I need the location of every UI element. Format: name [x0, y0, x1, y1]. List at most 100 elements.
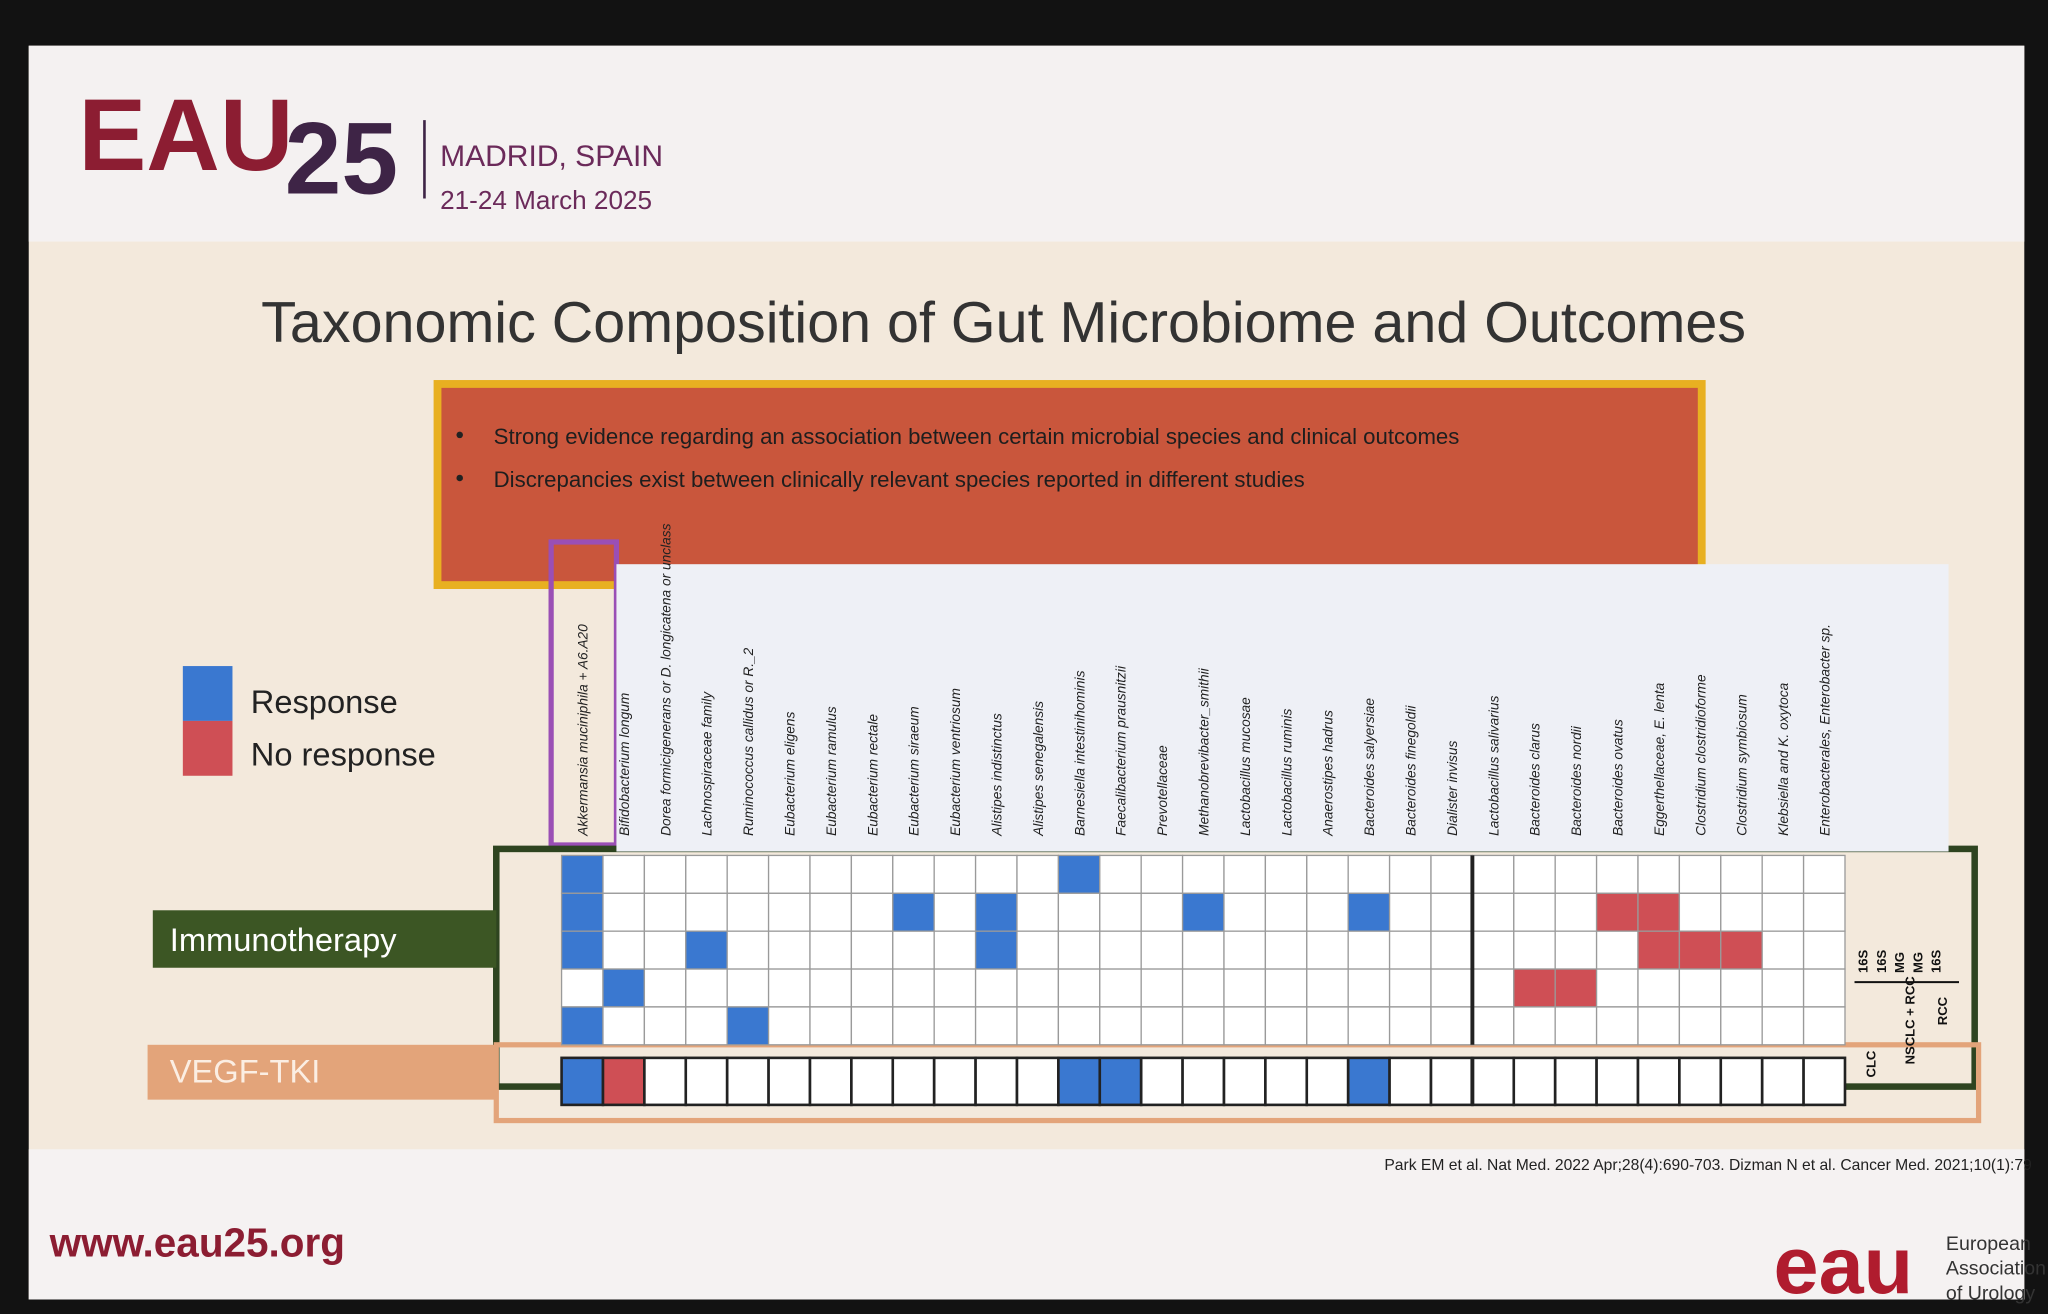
species-label: Ruminococcus callidus or R._2 [741, 647, 756, 835]
cell [974, 968, 1018, 1008]
cell [1057, 1006, 1101, 1046]
species-label: Bacteroides nordii [1569, 725, 1584, 836]
cell [850, 854, 894, 894]
cell [892, 892, 935, 932]
cell [1430, 892, 1474, 932]
cell [1554, 1006, 1598, 1046]
cell [685, 930, 728, 970]
cell [1720, 968, 1763, 1008]
cell [933, 892, 977, 932]
cell [1139, 1056, 1184, 1107]
cell [1015, 1056, 1060, 1107]
cell [1057, 854, 1101, 894]
cell [1430, 968, 1474, 1008]
cell [1099, 1006, 1142, 1046]
bullet-dot [456, 431, 463, 439]
cell [932, 1056, 977, 1107]
cohort-label: NSCLC + RCC [1903, 976, 1918, 1065]
group-label-box [147, 1044, 498, 1100]
species-label: Lachnospiraceae family [700, 691, 715, 836]
legend-swatch [182, 666, 233, 721]
cell [1016, 1006, 1060, 1046]
species-label: Dorea formicigenerans or D. longicatena … [658, 523, 673, 835]
species-label: Akkermansia muciniphila + A6.A20 [576, 624, 591, 837]
cell [602, 854, 646, 894]
cell [767, 1006, 811, 1046]
cell [809, 930, 853, 970]
cell [1305, 1056, 1350, 1107]
cell [1802, 854, 1846, 894]
species-label: Methanobrevibacter_smithii [1197, 667, 1212, 836]
group-label-box [152, 910, 497, 968]
cell [1720, 930, 1763, 970]
org-name: Association [1946, 1258, 2046, 1280]
cell [1761, 854, 1805, 894]
cell [1678, 930, 1722, 970]
species-label: Prevotellaceae [1155, 745, 1170, 836]
cell [891, 1056, 936, 1107]
cell [1513, 968, 1556, 1008]
cell [1595, 854, 1639, 894]
cell [1223, 854, 1267, 894]
cell [1595, 968, 1639, 1008]
cell [685, 892, 728, 932]
slide-title: Taxonomic Composition of Gut Microbiome … [261, 291, 1746, 355]
cell [1761, 892, 1805, 932]
cell [560, 968, 604, 1008]
cell [1471, 854, 1515, 894]
cell [684, 1056, 729, 1107]
cell [1761, 1006, 1805, 1046]
cell [1678, 1056, 1723, 1107]
cell [1802, 1056, 1847, 1107]
cell [1057, 892, 1101, 932]
cell [1223, 1006, 1267, 1046]
cell [1347, 1006, 1391, 1046]
cell [560, 892, 604, 932]
cell [1306, 1006, 1349, 1046]
cell [1720, 1006, 1763, 1046]
species-label: Barnesiella intestinihominis [1072, 670, 1087, 835]
cell [726, 892, 770, 932]
bullet: Discrepancies exist between clinically r… [494, 467, 1305, 492]
legend-label: Response [251, 683, 398, 720]
cell [1181, 968, 1225, 1008]
cell [933, 1006, 977, 1046]
cell [1181, 892, 1225, 932]
cell [850, 968, 894, 1008]
cell [643, 968, 687, 1008]
cell [1471, 968, 1515, 1008]
cell [726, 930, 770, 970]
cell [726, 854, 770, 894]
species-label: Alistipes indistinctus [990, 713, 1005, 837]
group-label: Immunotherapy [170, 921, 397, 958]
cell [560, 1006, 604, 1046]
cell [1264, 854, 1308, 894]
cell [602, 892, 646, 932]
cell [974, 930, 1018, 970]
cell [974, 1056, 1019, 1107]
cell [1099, 854, 1142, 894]
cell [1346, 1056, 1391, 1107]
method-label: MG [1910, 952, 1925, 973]
cell [1098, 1056, 1143, 1107]
cell [1430, 854, 1474, 894]
citation: Park EM et al. Nat Med. 2022 Apr;28(4):6… [1384, 1157, 2031, 1174]
logo-eau: EAU [78, 78, 293, 192]
cell [726, 1006, 770, 1046]
logo-25: 25 [285, 101, 398, 215]
species-label: Bacteroides finegoldii [1404, 705, 1419, 836]
cell [1637, 1006, 1681, 1046]
cell [1595, 930, 1639, 970]
cell [1678, 1006, 1722, 1046]
cell [892, 968, 935, 1008]
cell [1554, 854, 1598, 894]
cell [643, 1006, 687, 1046]
cell [1761, 968, 1805, 1008]
species-label: Bacteroides ovatus [1611, 719, 1626, 836]
cell [560, 1056, 605, 1107]
cell [1636, 1056, 1681, 1107]
org-name: of Urology [1946, 1282, 2035, 1304]
cell [602, 930, 646, 970]
cell [643, 854, 687, 894]
